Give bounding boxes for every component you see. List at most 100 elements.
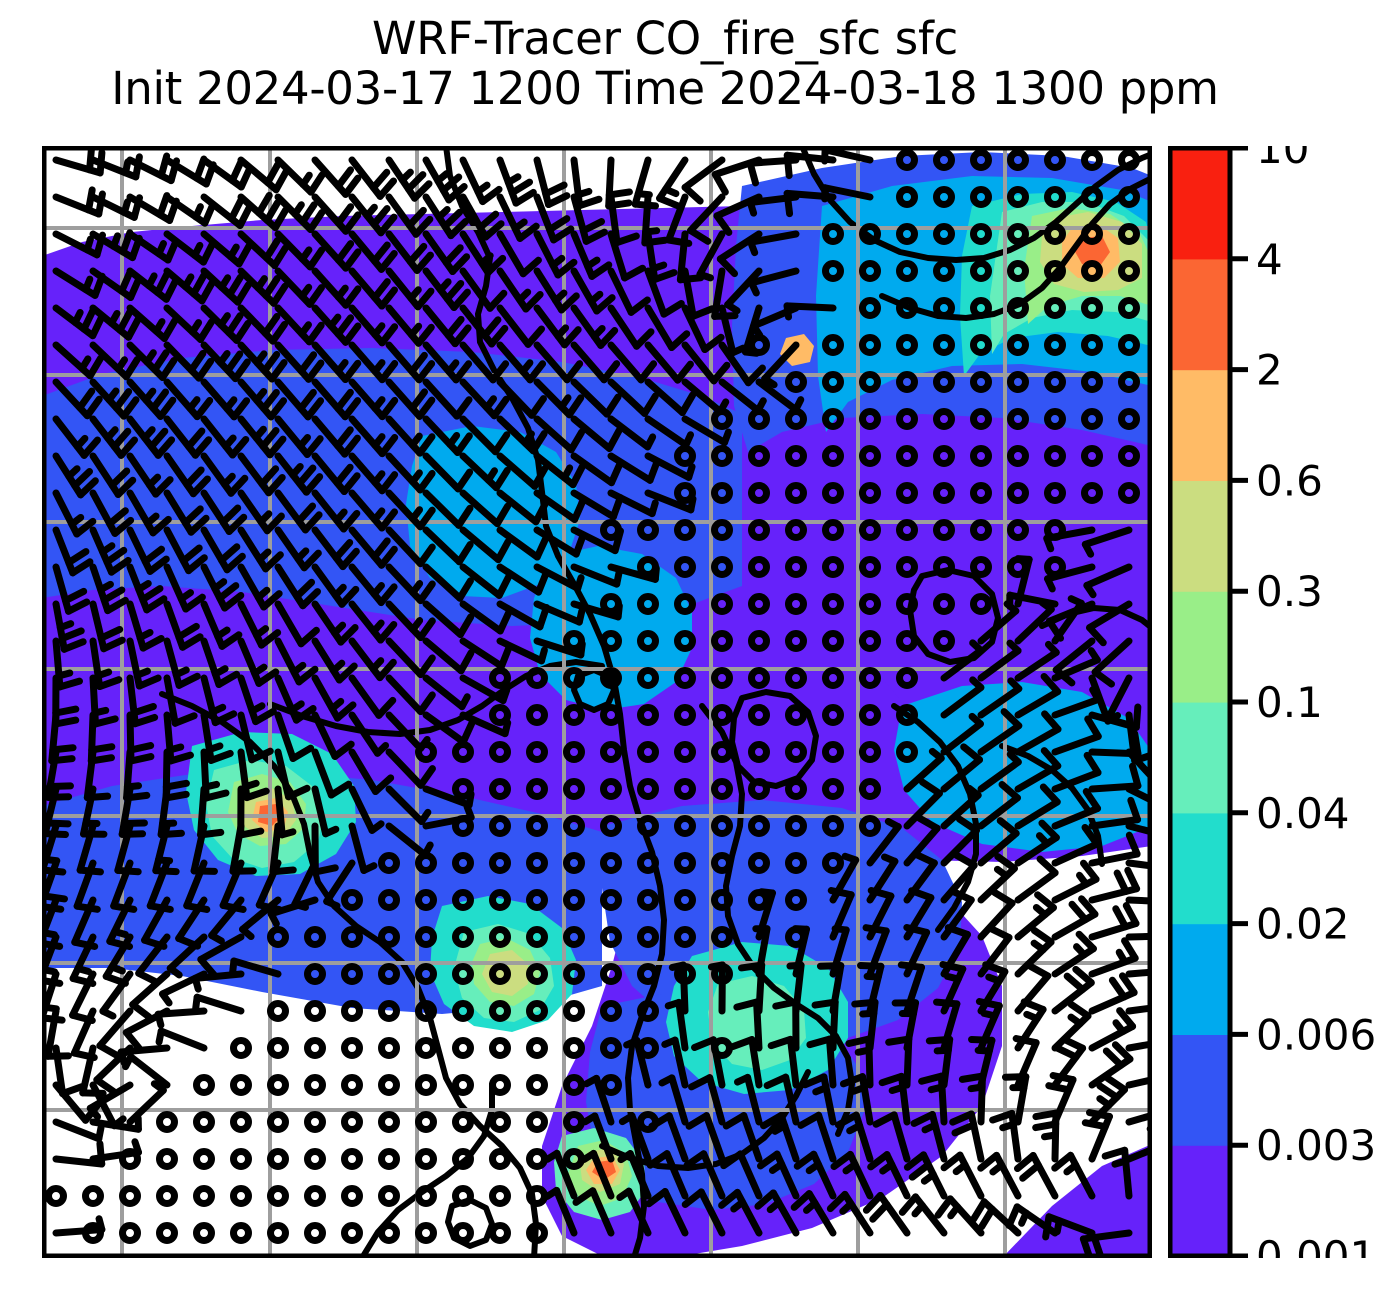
wind-barb — [859, 519, 881, 541]
wind-barb — [1088, 1007, 1137, 1052]
wind-barb — [163, 304, 215, 344]
wind-barb — [822, 852, 844, 874]
wind-barb — [311, 156, 362, 198]
wind-barb — [304, 1111, 326, 1133]
wind-barb — [754, 1189, 800, 1237]
wind-barb — [237, 526, 284, 573]
wind-barb — [237, 711, 274, 764]
wind-barb — [496, 526, 550, 561]
wind-barb — [822, 482, 844, 504]
wind-barb — [570, 452, 624, 487]
wind-barb — [1051, 715, 1102, 756]
wind-barb — [126, 341, 178, 381]
wind-barb — [489, 889, 511, 911]
border-inner-1 — [267, 659, 605, 737]
wind-barb — [859, 482, 881, 504]
wind-barb — [459, 637, 513, 670]
wind-barb — [600, 889, 622, 911]
wind-barb — [977, 889, 1016, 941]
wind-barb — [989, 1109, 1022, 1163]
wind-barb — [311, 304, 362, 346]
wind-barb — [489, 815, 511, 837]
wind-barb — [896, 593, 918, 615]
wind-barb — [1088, 866, 1141, 904]
wind-barb — [489, 1148, 511, 1170]
wind-barb — [274, 489, 323, 534]
wind-barb — [1044, 297, 1066, 319]
wind-barb — [644, 304, 691, 351]
wind-barb — [563, 852, 585, 874]
wind-barb — [1044, 371, 1066, 393]
wind-barb — [859, 223, 881, 245]
wind-barb — [644, 230, 678, 283]
wind-barb — [526, 963, 548, 985]
wind-barb — [711, 408, 733, 430]
wind-barb — [489, 1037, 511, 1059]
wind-barb — [192, 993, 245, 1015]
wind-barb — [1081, 1109, 1113, 1163]
wind-barb — [237, 674, 277, 726]
wind-barb — [685, 1112, 726, 1163]
wind-barb — [822, 408, 844, 430]
wind-barb — [489, 667, 511, 689]
wind-barb — [822, 630, 844, 652]
wind-barb — [526, 1037, 548, 1059]
wind-barb — [674, 852, 696, 874]
wind-barb — [785, 519, 807, 541]
map-canvas — [42, 146, 1152, 1258]
wind-barb — [526, 1111, 548, 1133]
wind-barb — [645, 1188, 689, 1237]
wind-barb — [872, 1111, 911, 1163]
wind-barb — [311, 748, 353, 799]
wind-barb — [341, 1074, 363, 1096]
wind-barb — [122, 1053, 171, 1089]
wind-barb — [600, 630, 622, 652]
colorbar-tick-label: 0.04 — [1256, 789, 1350, 838]
wind-barb — [790, 1190, 837, 1237]
wind-barb — [970, 519, 992, 541]
wind-barb — [785, 593, 807, 615]
wind-barb — [637, 889, 659, 911]
wind-barb — [785, 778, 807, 800]
wind-barb — [452, 963, 474, 985]
wind-barb — [949, 1110, 985, 1163]
wind-barb — [859, 445, 881, 467]
wind-barb — [452, 1037, 474, 1059]
wind-barb — [239, 896, 282, 941]
wind-barb — [378, 1037, 400, 1059]
wind-barb — [415, 1111, 437, 1133]
wind-barb — [459, 378, 510, 420]
wind-barb — [385, 452, 436, 494]
wind-barb — [785, 408, 807, 430]
wind-barb — [834, 1111, 874, 1163]
colorbar-ticks: 0.001 0.003 0.006 0.02 0.04 0.1 0.3 0.6 2 4 10 — [1230, 146, 1376, 1258]
wind-barb — [580, 1149, 615, 1200]
wind-barb — [237, 415, 287, 459]
wind-barb — [830, 1150, 874, 1200]
wind-barb — [1007, 371, 1029, 393]
wind-barb — [229, 957, 282, 978]
wind-barb — [711, 889, 733, 911]
wind-barb — [341, 1185, 363, 1207]
wind-barb — [867, 1151, 911, 1200]
wind-barb — [156, 1222, 178, 1244]
wind-barb — [193, 1222, 215, 1244]
colorbar-tick-label: 0.006 — [1256, 1010, 1376, 1059]
wind-barb — [200, 452, 249, 497]
wind-barb — [348, 156, 398, 200]
colorbar-band — [1170, 148, 1230, 260]
wind-barb — [970, 186, 992, 208]
coastline-east-bay — [699, 703, 855, 1137]
wind-barb — [600, 1037, 622, 1059]
wind-barb — [52, 378, 103, 420]
wind-barb — [674, 704, 696, 726]
wind-barb — [896, 297, 918, 319]
wind-barb — [570, 378, 622, 418]
wind-barb — [970, 482, 992, 504]
wind-barb — [822, 778, 844, 800]
wind-barb — [323, 859, 356, 910]
wind-barb — [385, 193, 434, 238]
wind-barb — [1118, 297, 1140, 319]
wind-barb — [1081, 223, 1103, 245]
wind-barb — [785, 815, 807, 837]
